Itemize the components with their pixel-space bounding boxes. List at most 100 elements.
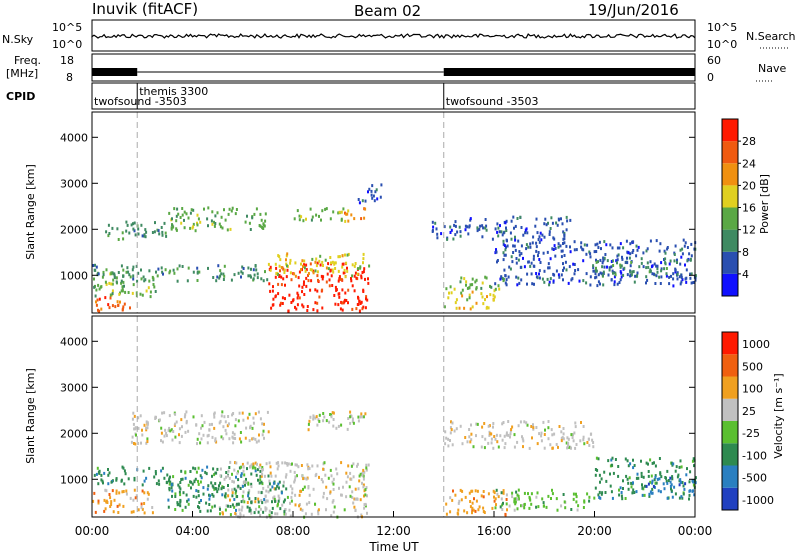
heatmap-cell bbox=[282, 267, 285, 271]
heatmap-cell bbox=[502, 231, 505, 235]
heatmap-cell bbox=[197, 217, 200, 221]
heatmap-cell bbox=[310, 279, 313, 283]
heatmap-cell bbox=[130, 223, 133, 227]
heatmap-cell bbox=[563, 237, 566, 241]
heatmap-cell bbox=[268, 282, 271, 286]
heatmap-cell bbox=[474, 489, 477, 493]
heatmap-cell bbox=[349, 415, 352, 419]
heatmap-cell bbox=[181, 265, 184, 268]
nsky-trace bbox=[91, 33, 696, 39]
heatmap-cell bbox=[247, 482, 250, 486]
heatmap-cell bbox=[362, 270, 365, 274]
heatmap-cell bbox=[598, 473, 601, 477]
heatmap-cell bbox=[275, 266, 278, 270]
heatmap-cell bbox=[241, 411, 244, 415]
heatmap-cell bbox=[502, 251, 505, 255]
heatmap-cell bbox=[573, 263, 576, 266]
heatmap-cell bbox=[290, 278, 293, 282]
heatmap-cell bbox=[660, 267, 663, 271]
heatmap-cell bbox=[667, 479, 670, 482]
heatmap-cell bbox=[132, 283, 135, 287]
heatmap-cell bbox=[102, 270, 105, 274]
heatmap-cell bbox=[308, 493, 311, 497]
heatmap-cell bbox=[600, 492, 603, 496]
heatmap-cell bbox=[480, 292, 483, 296]
heatmap-cell bbox=[615, 259, 618, 263]
heatmap-cell bbox=[353, 217, 356, 221]
heatmap-cell bbox=[345, 261, 348, 265]
heatmap-cell bbox=[466, 225, 469, 229]
heatmap-cell bbox=[139, 414, 142, 418]
heatmap-cell bbox=[181, 207, 184, 210]
heatmap-cell bbox=[249, 508, 252, 512]
heatmap-cell bbox=[286, 252, 289, 256]
heatmap-cell bbox=[457, 508, 460, 512]
heatmap-cell bbox=[656, 477, 659, 481]
heatmap-cell bbox=[498, 287, 501, 291]
heatmap-cell bbox=[340, 210, 343, 214]
heatmap-cell bbox=[129, 496, 132, 500]
heatmap-cell bbox=[334, 302, 337, 306]
heatmap-cell bbox=[679, 481, 682, 485]
heatmap-cell bbox=[269, 488, 272, 492]
heatmap-cell bbox=[515, 275, 518, 279]
heatmap-cell bbox=[569, 245, 571, 249]
heatmap-cell bbox=[281, 503, 284, 507]
time-tick-label: 16:00 bbox=[477, 524, 512, 538]
heatmap-cell bbox=[305, 502, 308, 506]
heatmap-cell bbox=[95, 300, 97, 304]
heatmap-cell bbox=[655, 239, 658, 243]
heatmap-cell bbox=[444, 442, 447, 446]
heatmap-cell bbox=[256, 468, 259, 472]
heatmap-cell bbox=[483, 511, 486, 514]
heatmap-cell bbox=[123, 482, 126, 486]
heatmap-cell bbox=[678, 496, 681, 500]
heatmap-cell bbox=[129, 306, 131, 310]
heatmap-cell bbox=[476, 422, 479, 426]
heatmap-cell bbox=[547, 426, 550, 430]
heatmap-cell bbox=[298, 284, 301, 288]
heatmap-cell bbox=[364, 412, 367, 416]
heatmap-cell bbox=[500, 230, 503, 234]
heatmap-cell bbox=[261, 501, 264, 505]
heatmap-cell bbox=[235, 461, 238, 465]
heatmap-cell bbox=[360, 412, 363, 416]
heatmap-cell bbox=[653, 478, 656, 482]
heatmap-cell bbox=[145, 230, 148, 234]
heatmap-cell bbox=[469, 505, 472, 509]
heatmap-cell bbox=[371, 184, 374, 188]
heatmap-cell bbox=[502, 491, 505, 495]
heatmap-cell bbox=[268, 513, 271, 517]
heatmap-cell bbox=[255, 268, 258, 272]
heatmap-cell bbox=[627, 481, 630, 485]
velocity-ylabel: Slant Range [km] bbox=[24, 368, 37, 464]
heatmap-cell bbox=[575, 495, 578, 499]
heatmap-cell bbox=[362, 305, 365, 309]
colorbar-swatch bbox=[722, 163, 738, 186]
heatmap-cell bbox=[609, 243, 612, 247]
heatmap-cell bbox=[289, 469, 292, 473]
heatmap-cell bbox=[190, 208, 193, 212]
heatmap-cell bbox=[200, 499, 202, 502]
heatmap-cell bbox=[323, 461, 326, 465]
heatmap-cell bbox=[588, 443, 591, 447]
heatmap-cell bbox=[505, 245, 507, 249]
heatmap-cell bbox=[362, 468, 365, 472]
heatmap-cell bbox=[121, 231, 124, 235]
heatmap-cell bbox=[334, 285, 337, 289]
heatmap-cell bbox=[197, 466, 200, 470]
heatmap-cell bbox=[352, 421, 355, 425]
heatmap-cell bbox=[609, 472, 611, 476]
heatmap-cell bbox=[637, 245, 640, 249]
heatmap-cell bbox=[276, 504, 279, 508]
heatmap-cell bbox=[599, 258, 602, 262]
heatmap-cell bbox=[285, 258, 287, 262]
heatmap-cell bbox=[133, 229, 136, 233]
heatmap-cell bbox=[101, 275, 104, 279]
heatmap-cell bbox=[632, 270, 635, 274]
heatmap-cell bbox=[532, 427, 535, 431]
heatmap-cell bbox=[104, 507, 107, 511]
heatmap-cell bbox=[270, 306, 273, 310]
heatmap-cell bbox=[562, 493, 565, 496]
heatmap-cell bbox=[271, 289, 274, 293]
